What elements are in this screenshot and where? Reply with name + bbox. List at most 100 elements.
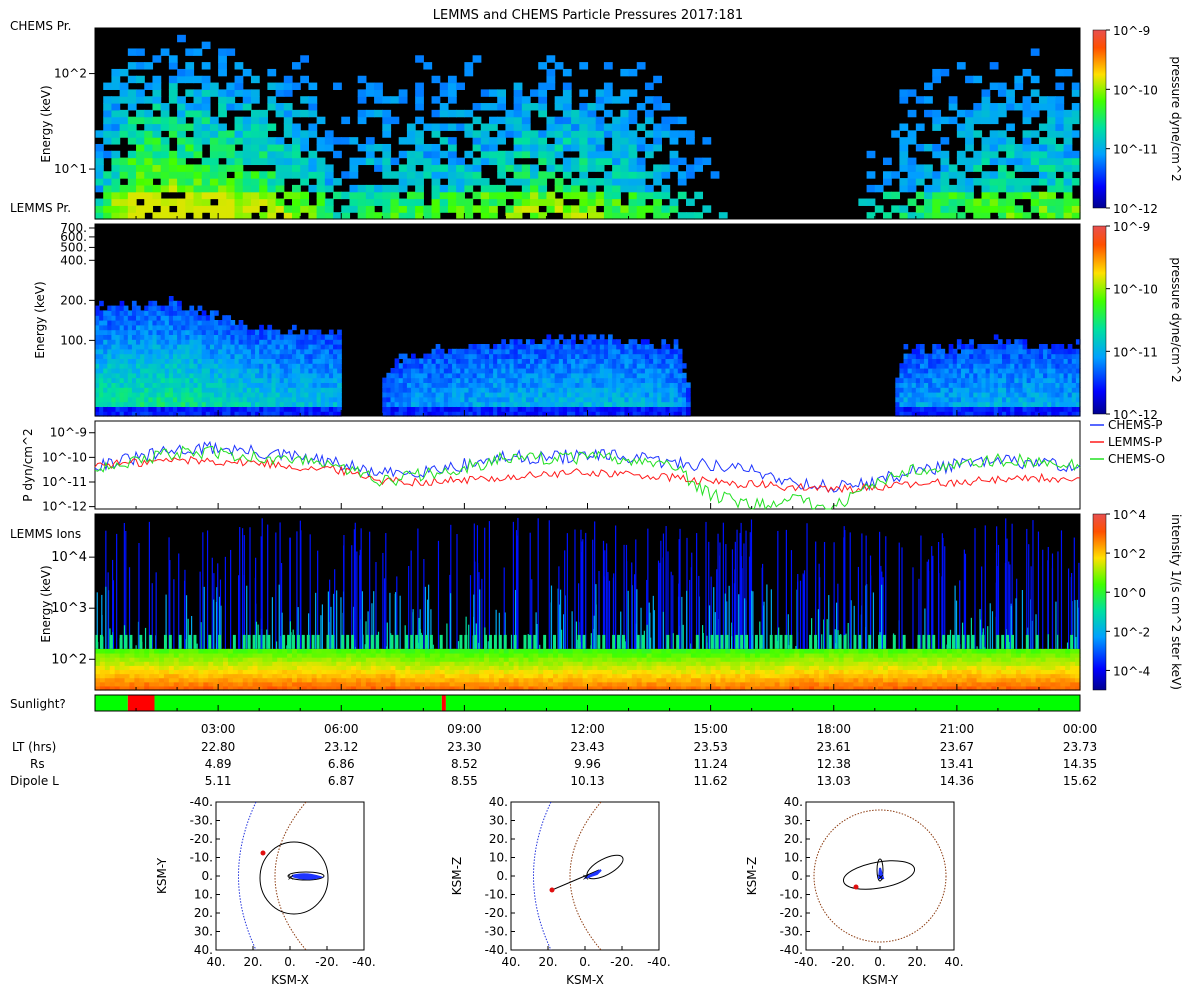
heatmap-cell: [468, 353, 474, 359]
heatmap-cell: [296, 685, 303, 691]
heatmap-cell: [640, 387, 646, 393]
heatmap-cell: [227, 685, 234, 691]
heatmap-cell: [677, 191, 687, 200]
heatmap-cell: [95, 212, 104, 220]
heatmap-cell: [464, 150, 474, 159]
heatmap-cell: [924, 184, 933, 193]
heatmap-cell: [932, 382, 937, 388]
heatmap-cell: [915, 205, 925, 213]
heatmap-cell: [292, 157, 301, 166]
heatmap-cell: [115, 387, 121, 393]
heatmap-cell: [497, 96, 507, 104]
heatmap-cell: [222, 392, 227, 398]
heatmap-cell: [119, 661, 126, 666]
heatmap-cell: [119, 368, 125, 374]
heatmap-cell: [160, 348, 166, 355]
heatmap-cell: [525, 368, 531, 374]
heatmap-cell: [669, 348, 675, 355]
heatmap-cell: [134, 677, 140, 683]
heatmap-cell: [374, 164, 383, 172]
heatmap-cell: [956, 62, 966, 70]
heatmap-cell: [287, 652, 293, 658]
heatmap-cell: [136, 358, 141, 364]
heatmap-cell: [997, 157, 1007, 166]
heatmap-cell: [115, 372, 121, 379]
heatmap-cell: [223, 648, 229, 654]
heatmap-cell: [997, 372, 1003, 379]
heatmap-cell: [1014, 344, 1020, 350]
heatmap-cell: [1075, 358, 1081, 364]
heatmap-cell: [899, 377, 905, 383]
heatmap-cell: [152, 339, 158, 345]
heatmap-cell: [603, 363, 609, 369]
heatmap-cell: [981, 387, 987, 393]
heatmap-cell: [1059, 377, 1065, 383]
heatmap-cell: [134, 685, 140, 691]
heatmap-cell: [311, 657, 318, 662]
heatmap-cell: [114, 665, 121, 671]
heatmap-cell: [324, 348, 330, 355]
heatmap-cell: [222, 396, 227, 403]
heatmap-cell: [114, 648, 121, 654]
heatmap-cell: [415, 382, 420, 388]
heatmap-cell: [304, 406, 310, 412]
heatmap-cell: [924, 109, 933, 118]
heatmap-cell: [185, 178, 195, 186]
heatmap-cell: [341, 648, 347, 654]
heatmap-cell: [501, 372, 507, 379]
heatmap-cell: [144, 205, 154, 213]
heatmap-cell: [591, 358, 597, 364]
heatmap-cell: [620, 116, 630, 125]
heatmap-cell: [419, 358, 424, 364]
heatmap-cell: [1067, 411, 1073, 417]
heatmap-cell: [242, 382, 248, 388]
heatmap-cell: [104, 652, 111, 658]
heatmap-cell: [333, 401, 338, 407]
heatmap-cell: [936, 392, 942, 398]
chems-ylabel: Energy (keV): [39, 85, 53, 162]
heatmap-cell: [554, 377, 560, 383]
heatmap-cell: [159, 665, 165, 671]
heatmap-cell: [665, 411, 671, 417]
heatmap-cell: [209, 358, 215, 364]
heatmap-cell: [468, 382, 474, 388]
heatmap-cell: [944, 368, 950, 374]
heatmap-cell: [156, 406, 162, 412]
heatmap-cell: [575, 348, 580, 355]
heatmap-cell: [1030, 205, 1040, 213]
heatmap-cell: [218, 368, 223, 374]
heatmap-cell: [562, 109, 572, 118]
heatmap-cell: [114, 657, 121, 662]
heatmap-cell: [546, 411, 552, 417]
heatmap-cell: [513, 82, 523, 90]
heatmap-cell: [620, 392, 626, 398]
heatmap-cell: [152, 96, 162, 104]
heatmap-cell: [903, 392, 909, 398]
heatmap-cell: [193, 353, 199, 359]
heatmap-cell: [316, 396, 322, 403]
heatmap-cell: [472, 164, 482, 172]
heatmap-cell: [435, 387, 441, 393]
heatmap-cell: [115, 411, 121, 417]
heatmap-cell: [201, 358, 207, 364]
heatmap-cell: [411, 353, 416, 359]
heatmap-cell: [940, 353, 946, 359]
heatmap-cell: [181, 344, 186, 350]
heatmap-cell: [911, 353, 917, 359]
heatmap-cell: [152, 396, 158, 403]
heatmap-cell: [218, 673, 224, 679]
heatmap-cell: [960, 344, 966, 350]
heatmap-cell: [189, 305, 195, 311]
heatmap-cell: [501, 396, 507, 403]
heatmap-cell: [95, 339, 100, 345]
heatmap-cell: [237, 657, 244, 662]
heatmap-cell: [144, 171, 154, 179]
heatmap-cell: [160, 392, 166, 398]
heatmap-cell: [164, 310, 170, 316]
heatmap-cell: [423, 411, 429, 417]
heatmap-cell: [505, 348, 511, 355]
heatmap-cell: [316, 406, 322, 412]
heatmap-cell: [103, 150, 113, 159]
heatmap-cell: [292, 205, 301, 213]
heatmap-cell: [250, 109, 260, 118]
